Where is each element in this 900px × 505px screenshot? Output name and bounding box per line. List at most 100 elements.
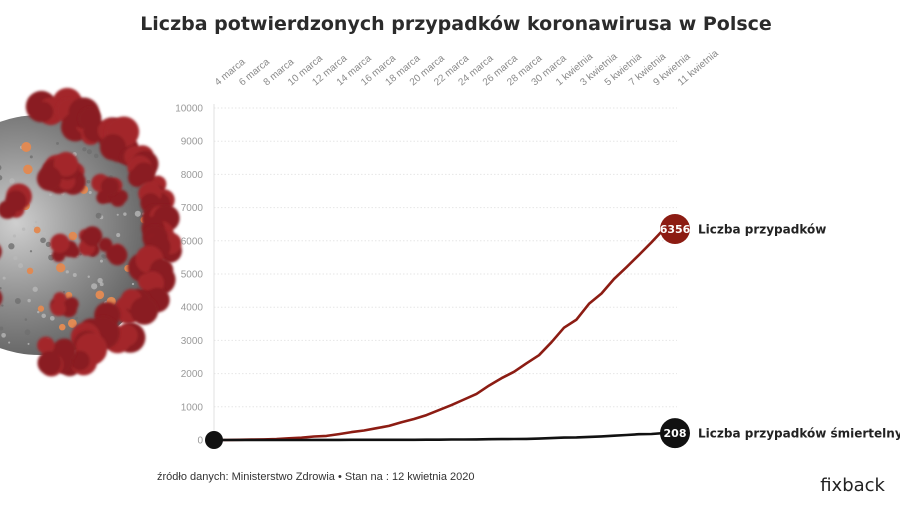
virus-texture [49,315,55,321]
y-tick-label: 6000 [181,236,204,247]
virus-spike-lobe [33,101,54,122]
virus-texture [24,318,28,321]
virus-spike-lobe [132,162,156,185]
virus-texture [99,282,104,287]
series-label-deaths: Liczba przypadków śmiertelnych [698,427,900,441]
y-tick-label: 8000 [181,170,204,181]
virus-spike-lobe [0,245,2,258]
y-axis: 0 1000 2000 3000 4000 5000 6000 7000 8000 9000 100… [175,104,677,447]
virus-spike [113,288,159,325]
virus-texture [27,298,31,303]
virus-texture [14,298,21,304]
virus-spike-lobe [130,296,159,325]
virus-texture [8,243,15,250]
end-badge-value: 208 [664,427,687,440]
virus-texture [0,326,4,331]
virus-spike [50,233,81,263]
virus-texture [116,233,121,238]
virus-spike-lobe [37,336,55,355]
virus-texture [97,277,103,284]
end-badge-deaths [660,418,690,449]
virus-texture [88,191,92,195]
virus-spike [49,292,79,318]
virus-spike-lobe [78,107,102,131]
start-marker [205,431,223,449]
virus-texture [130,186,136,192]
start-marker-dot [205,431,223,449]
virus-texture [18,263,24,269]
virus-protein [95,290,105,300]
virus-spike [78,226,103,257]
virus-spike-lobe [50,233,70,253]
virus-texture [123,212,127,216]
virus-texture [86,149,92,155]
virus-protein [26,267,34,275]
virus-texture [93,153,99,159]
y-tick-label: 2000 [181,369,204,380]
virus-texture [1,332,6,338]
virus-spike-lobe [138,273,155,291]
virus-protein [68,231,78,241]
virus-protein [33,226,41,234]
series-line-deaths [212,431,666,442]
virus-texture [116,213,119,216]
virus-protein [56,263,66,273]
virus-texture [29,250,33,253]
virus-texture [34,220,38,224]
source-note: źródło danych: Ministerstwo Zdrowia • St… [157,471,475,483]
series-line-cases [212,227,666,442]
virus-spike [0,245,2,258]
virus-texture [49,252,52,256]
virus-texture [75,316,79,320]
virus-protein [37,305,45,312]
y-tick-label: 1000 [181,402,204,413]
virus-spike-lobe [53,151,79,177]
end-badge-value: 6356 [660,223,691,236]
virus-texture [40,237,46,244]
virus-texture [62,290,66,293]
virus-texture [42,231,47,236]
y-tick-label: 4000 [181,303,204,314]
virus-texture [8,341,11,344]
virus-texture [131,282,135,286]
virus-texture [33,225,36,228]
virus-texture [56,141,59,145]
virus-texture [0,165,2,171]
virus-texture [41,313,46,319]
virus-texture [12,234,17,238]
virus-texture [82,147,87,152]
virus-protein [23,164,33,175]
chart-title: Liczba potwierdzonych przypadków koronaw… [140,13,772,35]
virus-texture [27,342,30,345]
end-badge-cases [660,213,690,244]
virus-spike-lobe [67,245,81,258]
virus-texture [99,259,103,263]
virus-texture [29,155,33,159]
virus-spike [98,237,128,266]
virus-texture [101,254,105,258]
logo: fixback [820,475,885,496]
virus-texture [0,175,3,181]
virus-spike-lobe [82,226,103,247]
virus-texture [45,241,52,248]
virus-texture [0,287,2,290]
virus-texture [72,272,77,277]
virus-texture [32,286,38,292]
virus-texture [37,310,40,314]
virus-texture [9,178,15,184]
virus-spike-lobe [37,351,62,375]
virus-spike [37,336,77,377]
series-lines [212,227,666,442]
series-label-cases: Liczba przypadków [698,222,826,236]
virus-texture [1,304,4,307]
y-tick-label: 10000 [175,104,203,115]
virus-spike-lobe [64,297,79,311]
virus-spike-lobe [5,190,27,212]
series-badges: 6356 Liczba przypadków 208 Liczba przypadkó… [660,213,900,449]
virus-spike [142,225,182,263]
virus-texture [49,193,52,197]
virus-texture [95,212,102,219]
virus-spike-lobe [0,291,3,305]
logo-text: fixback [820,475,885,496]
